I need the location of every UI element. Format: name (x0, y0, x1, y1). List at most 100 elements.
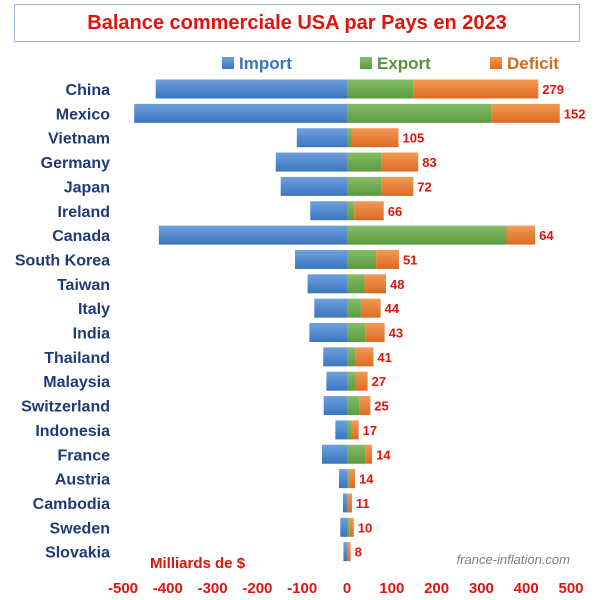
bar-deficit-7 (376, 249, 399, 269)
legend-swatch-export (360, 57, 372, 69)
bar-deficit-12 (355, 371, 368, 391)
bar-import-9 (314, 298, 347, 318)
legend-label-export: Export (377, 54, 431, 73)
data-label-13: 25 (374, 399, 388, 414)
category-label-17: Cambodia (33, 496, 110, 513)
data-label-9: 44 (385, 301, 400, 316)
data-label-6: 64 (539, 228, 554, 243)
data-label-11: 41 (377, 350, 391, 365)
bar-import-4 (280, 176, 347, 196)
bar-deficit-9 (360, 298, 381, 318)
bar-deficit-1 (491, 103, 560, 123)
data-label-18: 10 (358, 520, 372, 535)
bar-deficit-11 (355, 347, 374, 367)
bar-deficit-3 (381, 152, 419, 172)
bar-export-2 (347, 128, 352, 148)
x-tick-label-6: 100 (379, 580, 404, 597)
bar-export-9 (347, 298, 361, 318)
category-label-16: Austria (55, 472, 110, 489)
legend-label-import: Import (239, 54, 292, 73)
category-label-18: Sweden (50, 520, 110, 537)
unit-label: Milliards de $ (150, 555, 246, 572)
x-axis-ticks: -500 -400 -300 -200 -100 0 100 200 300 400 500 (108, 580, 584, 597)
bar-deficit-17 (347, 493, 352, 513)
bar-export-6 (347, 225, 507, 245)
bar-deficit-5 (354, 201, 384, 221)
category-label-4: Japan (64, 179, 110, 196)
legend: Import Export Deficit (222, 54, 559, 73)
data-label-2: 105 (403, 131, 425, 146)
category-label-2: Vietnam (48, 131, 110, 148)
category-label-12: Malaysia (43, 374, 110, 391)
x-tick-label-5: 0 (343, 580, 351, 597)
bar-import-0 (155, 79, 347, 99)
legend-swatch-deficit (490, 57, 502, 69)
bar-import-7 (295, 249, 347, 269)
bar-export-7 (347, 249, 377, 269)
bar-export-4 (347, 176, 382, 196)
data-label-10: 43 (389, 326, 403, 341)
data-label-12: 27 (372, 374, 386, 389)
legend-swatch-import (222, 57, 234, 69)
data-label-7: 51 (403, 252, 417, 267)
x-tick-label-10: 500 (558, 580, 583, 597)
bar-deficit-14 (351, 420, 359, 440)
x-tick-label-3: -200 (242, 580, 272, 597)
bar-export-11 (347, 347, 356, 367)
x-tick-label-2: -300 (198, 580, 228, 597)
bar-export-12 (347, 371, 356, 391)
bar-import-12 (326, 371, 347, 391)
bar-export-0 (347, 79, 414, 99)
bar-export-18 (347, 517, 350, 537)
data-label-19: 8 (355, 545, 362, 560)
category-label-9: Italy (78, 301, 110, 318)
bar-import-3 (275, 152, 347, 172)
category-label-8: Taiwan (57, 277, 110, 294)
bar-deficit-2 (351, 128, 399, 148)
data-label-0: 279 (542, 82, 564, 97)
bar-export-5 (347, 201, 355, 221)
data-label-14: 17 (363, 423, 377, 438)
bar-import-1 (134, 103, 347, 123)
chart-title: Balance commerciale USA par Pays en 2023 (87, 11, 507, 34)
bar-import-17 (342, 493, 347, 513)
title-box: Balance commerciale USA par Pays en 2023 (14, 4, 580, 42)
x-tick-label-4: -100 (287, 580, 317, 597)
x-tick-label-9: 400 (514, 580, 539, 597)
category-label-1: Mexico (56, 106, 110, 123)
category-label-6: Canada (52, 228, 110, 245)
data-label-17: 11 (356, 496, 370, 511)
bar-export-10 (347, 323, 366, 342)
bar-deficit-8 (364, 274, 386, 294)
category-label-3: Germany (41, 155, 110, 172)
bar-export-14 (347, 420, 352, 440)
bar-deficit-15 (365, 444, 373, 464)
bar-export-8 (347, 274, 365, 294)
legend-label-deficit: Deficit (507, 54, 559, 73)
watermark: france-inflation.com (457, 552, 571, 567)
bar-export-13 (347, 396, 360, 416)
x-tick-label-8: 300 (469, 580, 494, 597)
bar-import-5 (310, 201, 347, 221)
bar-import-8 (307, 274, 347, 294)
category-label-11: Thailand (44, 350, 110, 367)
data-label-16: 14 (359, 472, 374, 487)
data-label-15: 14 (376, 447, 391, 462)
bar-deficit-4 (381, 176, 414, 196)
data-label-5: 66 (388, 204, 402, 219)
category-label-7: South Korea (15, 252, 110, 269)
category-label-15: France (58, 447, 111, 464)
bar-import-11 (323, 347, 347, 367)
category-label-19: Slovakia (45, 545, 110, 562)
bar-deficit-0 (413, 79, 539, 99)
bar-import-16 (338, 469, 347, 489)
x-tick-label-0: -500 (108, 580, 138, 597)
bar-import-14 (335, 420, 347, 440)
x-tick-label-1: -400 (153, 580, 183, 597)
category-label-0: China (66, 82, 111, 99)
bar-import-19 (343, 542, 347, 562)
bar-export-16 (347, 469, 349, 489)
bar-import-15 (321, 444, 347, 464)
